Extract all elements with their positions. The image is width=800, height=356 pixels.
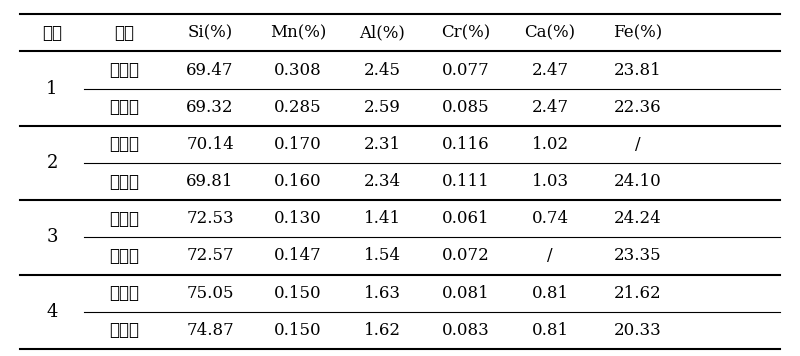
Text: 24.24: 24.24 [614,210,662,227]
Text: 0.150: 0.150 [274,284,322,302]
Text: 20.33: 20.33 [614,322,662,339]
Text: 0.308: 0.308 [274,62,322,79]
Text: 0.170: 0.170 [274,136,322,153]
Text: 测量値: 测量値 [109,98,139,116]
Text: Mn(%): Mn(%) [270,24,326,41]
Text: 0.130: 0.130 [274,210,322,227]
Text: 2: 2 [46,154,58,172]
Text: 1.41: 1.41 [363,210,401,227]
Text: 1.63: 1.63 [363,284,401,302]
Text: 69.47: 69.47 [186,62,234,79]
Text: 标准値: 标准値 [109,210,139,228]
Text: Cr(%): Cr(%) [442,24,490,41]
Text: /: / [635,136,641,153]
Text: 0.74: 0.74 [531,210,569,227]
Text: 0.150: 0.150 [274,322,322,339]
Text: 74.87: 74.87 [186,322,234,339]
Text: 69.32: 69.32 [186,99,234,116]
Text: 测量値: 测量値 [109,173,139,190]
Text: 2.47: 2.47 [531,62,569,79]
Text: 23.81: 23.81 [614,62,662,79]
Text: 0.061: 0.061 [442,210,490,227]
Text: 22.36: 22.36 [614,99,662,116]
Text: 3: 3 [46,228,58,246]
Text: 2.31: 2.31 [363,136,401,153]
Text: 72.53: 72.53 [186,210,234,227]
Text: 2.47: 2.47 [531,99,569,116]
Text: 0.081: 0.081 [442,284,490,302]
Text: 70.14: 70.14 [186,136,234,153]
Text: 1.62: 1.62 [363,322,401,339]
Text: 75.05: 75.05 [186,284,234,302]
Text: 2.34: 2.34 [363,173,401,190]
Text: 测量値: 测量値 [109,247,139,265]
Text: 0.083: 0.083 [442,322,490,339]
Text: 0.81: 0.81 [531,284,569,302]
Text: 编号: 编号 [42,24,62,42]
Text: 0.085: 0.085 [442,99,490,116]
Text: 23.35: 23.35 [614,247,662,265]
Text: 21.62: 21.62 [614,284,662,302]
Text: 72.57: 72.57 [186,247,234,265]
Text: 标准値: 标准値 [109,135,139,153]
Text: /: / [547,247,553,265]
Text: 2.45: 2.45 [363,62,401,79]
Text: 测量値: 测量値 [109,321,139,339]
Text: 0.81: 0.81 [531,322,569,339]
Text: 0.072: 0.072 [442,247,490,265]
Text: 0.147: 0.147 [274,247,322,265]
Text: 标准値: 标准値 [109,284,139,302]
Text: Si(%): Si(%) [187,24,233,41]
Text: 2.59: 2.59 [363,99,401,116]
Text: Ca(%): Ca(%) [525,24,575,41]
Text: 0.111: 0.111 [442,173,490,190]
Text: 数据: 数据 [114,24,134,42]
Text: 1: 1 [46,80,58,98]
Text: 0.160: 0.160 [274,173,322,190]
Text: 0.285: 0.285 [274,99,322,116]
Text: 69.81: 69.81 [186,173,234,190]
Text: 0.116: 0.116 [442,136,490,153]
Text: 0.077: 0.077 [442,62,490,79]
Text: Al(%): Al(%) [359,24,405,41]
Text: 24.10: 24.10 [614,173,662,190]
Text: Fe(%): Fe(%) [614,24,662,41]
Text: 1.03: 1.03 [531,173,569,190]
Text: 1.02: 1.02 [531,136,569,153]
Text: 1.54: 1.54 [363,247,401,265]
Text: 标准値: 标准値 [109,61,139,79]
Text: 4: 4 [46,303,58,321]
